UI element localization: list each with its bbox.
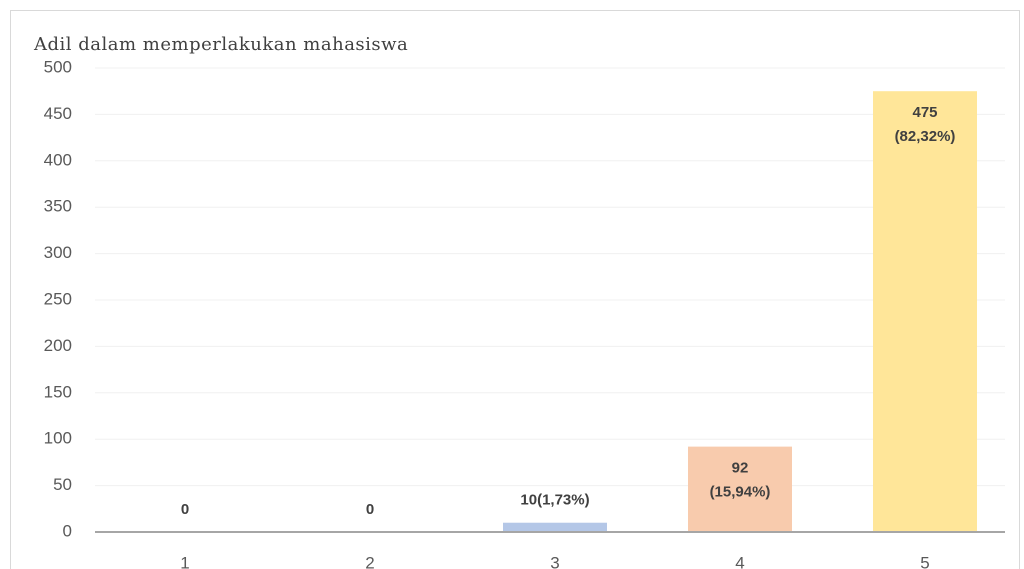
- x-tick-label: 2: [365, 553, 374, 569]
- bar: [688, 446, 792, 532]
- y-tick-label: 500: [44, 57, 72, 76]
- value-label: 92 (15,94%): [710, 460, 771, 501]
- x-tick-label: 1: [180, 553, 189, 569]
- bar: [873, 91, 977, 532]
- value-label: 0: [181, 501, 189, 518]
- y-tick-label: 200: [44, 336, 72, 355]
- y-tick-label: 100: [44, 429, 72, 448]
- chart-frame: [10, 10, 1020, 569]
- x-tick-label: 4: [735, 553, 744, 569]
- y-tick-label: 300: [44, 243, 72, 262]
- y-tick-label: 450: [44, 104, 72, 123]
- chart-title: Adil dalam memperlakukan mahasiswa: [33, 34, 408, 55]
- bar: [503, 522, 607, 532]
- y-tick-label: 400: [44, 150, 72, 169]
- x-tick-label: 3: [550, 553, 559, 569]
- value-label: 475 (82,32%): [895, 104, 956, 145]
- y-tick-label: 0: [63, 521, 72, 540]
- value-label: 10(1,73%): [520, 492, 589, 509]
- value-label: 0: [366, 501, 374, 518]
- y-tick-label: 250: [44, 289, 72, 308]
- y-tick-label: 50: [53, 475, 72, 494]
- y-tick-label: 150: [44, 382, 72, 401]
- y-tick-label: 350: [44, 197, 72, 216]
- x-tick-label: 5: [920, 553, 929, 569]
